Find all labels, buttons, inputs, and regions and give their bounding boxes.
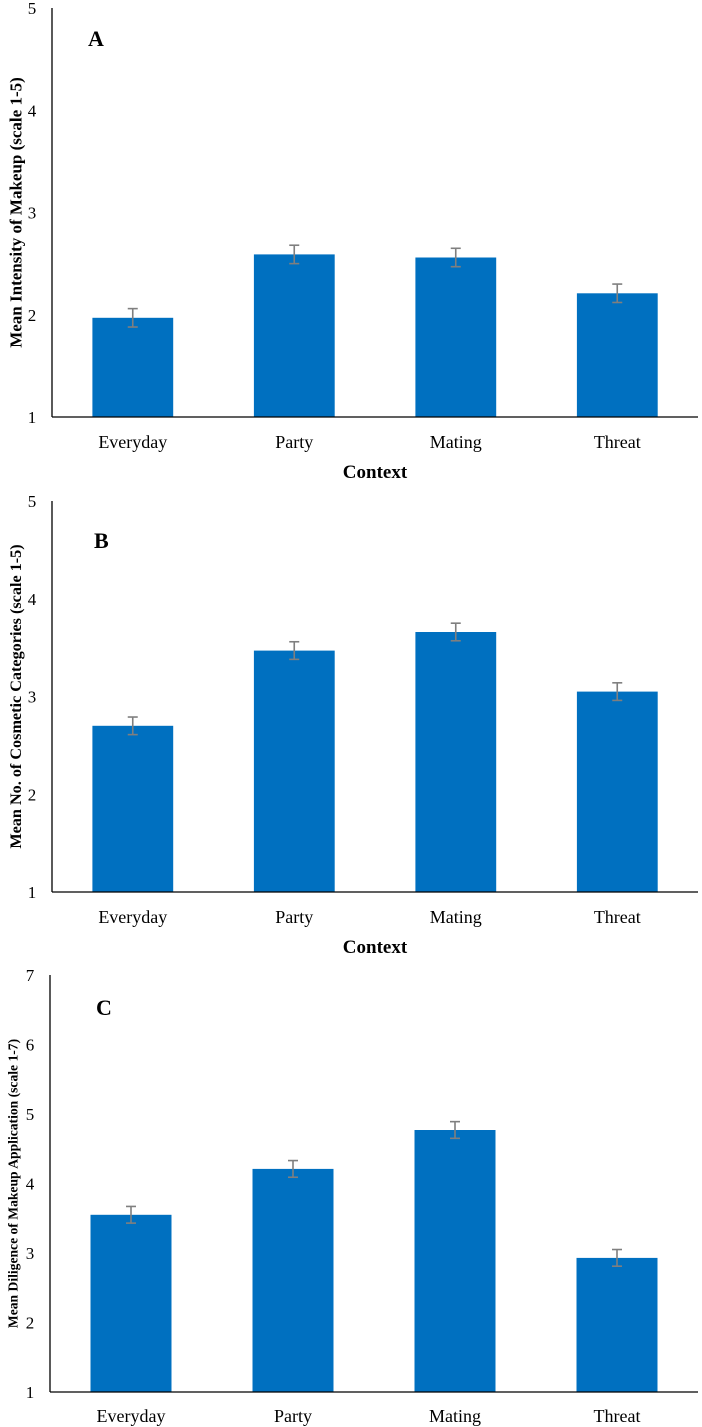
- error-bar-mating: [450, 622, 461, 642]
- bar-mating: [415, 257, 497, 417]
- bar-threat: [576, 691, 658, 892]
- chart-panel-c: 1234567EverydayPartyMatingThreatContextM…: [6, 966, 698, 1426]
- error-bar-everyday: [127, 716, 138, 736]
- bar-everyday: [90, 1214, 172, 1392]
- y-tick-label: 1: [26, 1383, 35, 1402]
- bar-party: [253, 650, 335, 892]
- bar-mating: [415, 632, 497, 892]
- bar-threat: [576, 293, 658, 417]
- x-category-label: Threat: [594, 907, 641, 927]
- y-tick-label: 1: [28, 883, 37, 902]
- y-tick-label: 2: [26, 1314, 35, 1333]
- bar-everyday: [92, 725, 174, 892]
- bar-party: [253, 254, 335, 417]
- y-axis-title: Mean No. of Cosmetic Categories (scale 1…: [7, 544, 25, 848]
- x-category-label: Party: [275, 432, 313, 452]
- x-axis-title: Context: [343, 462, 408, 483]
- y-tick-label: 3: [28, 204, 37, 223]
- error-bar-everyday: [127, 307, 138, 328]
- x-category-label: Everyday: [98, 432, 167, 452]
- y-tick-label: 2: [28, 306, 37, 325]
- y-tick-label: 4: [26, 1175, 35, 1194]
- x-category-label: Mating: [430, 907, 482, 927]
- error-bar-party: [289, 640, 300, 661]
- y-tick-label: 4: [28, 101, 37, 120]
- error-bar-threat: [612, 1248, 622, 1268]
- panel-label: B: [94, 528, 109, 553]
- bar-everyday: [92, 317, 174, 417]
- panel-label: C: [96, 995, 112, 1020]
- x-category-label: Everyday: [98, 907, 167, 927]
- x-category-label: Party: [274, 1406, 312, 1426]
- error-bar-everyday: [126, 1205, 136, 1224]
- bar-threat: [576, 1257, 658, 1392]
- error-bar-party: [288, 1159, 298, 1179]
- x-category-label: Party: [275, 907, 313, 927]
- y-tick-label: 3: [28, 688, 37, 707]
- chart-panel-b: 1 2 3 4 5 Everyday Party Mating Threat Context Mea…: [7, 492, 698, 958]
- y-tick-label: 6: [26, 1036, 35, 1055]
- error-bar-threat: [612, 283, 623, 304]
- y-tick-label: 7: [26, 966, 35, 985]
- y-tick-label: 1: [28, 408, 37, 427]
- y-tick-label: 3: [26, 1244, 35, 1263]
- y-axis-title: Mean Diligence of Makeup Application (sc…: [6, 1039, 22, 1328]
- x-axis-title: Context: [343, 937, 408, 958]
- x-category-label: Everyday: [97, 1406, 166, 1426]
- x-category-label: Threat: [594, 1406, 641, 1426]
- y-tick-label: 5: [28, 492, 37, 511]
- error-bar-mating: [450, 247, 461, 268]
- y-tick-label: 5: [26, 1105, 35, 1124]
- error-bar-threat: [612, 682, 623, 702]
- bar-party: [252, 1168, 334, 1392]
- x-category-label: Mating: [430, 432, 482, 452]
- error-bar-mating: [450, 1120, 460, 1140]
- y-tick-label: 5: [28, 0, 37, 18]
- panel-label: A: [88, 26, 104, 51]
- bar-mating: [414, 1130, 496, 1392]
- chart-panel-a: 1 2 3 4 5 Everyday Party Mating Threat Context Mea…: [7, 0, 698, 483]
- y-tick-label: 4: [28, 590, 37, 609]
- x-category-label: Threat: [594, 432, 641, 452]
- y-tick-label: 2: [28, 785, 37, 804]
- y-axis-title: Mean Intensity of Makeup (scale 1-5): [7, 77, 26, 348]
- error-bar-party: [289, 244, 300, 265]
- x-category-label: Mating: [429, 1406, 481, 1426]
